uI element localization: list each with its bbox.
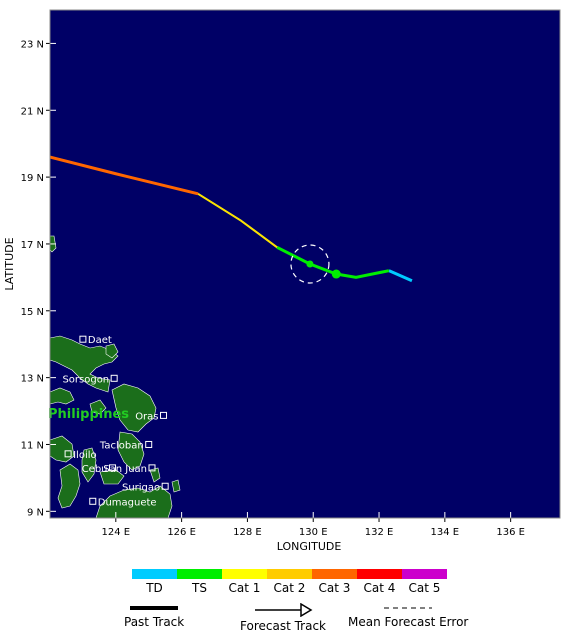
past-track-label: Past Track [124,615,185,629]
mean-error-key: Mean Forecast Error [348,603,468,629]
forecast-point [331,269,341,279]
city-marker [161,482,169,490]
scale-label: TS [192,581,207,595]
city-marker [79,335,87,343]
city-label: Sorsogon [62,374,109,385]
lon-tick-label: 136 E [496,527,525,538]
forecast-error-circle [290,244,330,284]
ocean-background [50,10,560,518]
y-axis-title: LATITUDE [3,237,16,290]
map-frame [49,9,561,519]
intensity-scale: TD TS Cat 1 Cat 2 Cat 3 Cat 4 Cat 5 [132,569,447,595]
city-label: San Juan [103,464,147,475]
city-label: Oras [135,411,158,422]
scale-label: Cat 4 [363,581,396,595]
scale-swatch [402,569,447,579]
x-axis-title: LONGITUDE [277,540,342,553]
axis-ticks: 124 E 126 E 128 E 130 E 132 E 134 E 136 E 9 N 11… [21,39,525,538]
legend: TD TS Cat 1 Cat 2 Cat 3 Cat 4 Cat 5 Past Track… [0,565,580,639]
lat-tick-label: 9 N [27,507,44,518]
forecast-track-label: Forecast Track [240,619,326,633]
city-label: Iloilo [73,450,97,461]
scale-item-cat-1: Cat 1 [222,569,267,595]
storm-track [49,155,413,284]
city-label: Dumaguete [98,497,157,508]
city-marker [148,464,156,472]
scale-label: Cat 5 [408,581,441,595]
past-track-key: Past Track [124,603,184,629]
city-label: Surigao [122,482,160,493]
city-label: Tacloban [99,440,144,451]
track-segment-cat-3 [49,155,199,196]
scale-item-cat-2: Cat 2 [267,569,312,595]
scale-label: Cat 3 [318,581,351,595]
lon-tick-label: 126 E [167,527,196,538]
track-segment-td [388,269,413,283]
country-label: Philippines [48,407,129,422]
lon-tick-label: 132 E [365,527,394,538]
city-label: Cebu [82,464,108,475]
city-marker [160,411,168,419]
lat-tick-label: 13 N [21,374,44,385]
land-masses [49,235,181,519]
lon-tick-label: 128 E [233,527,262,538]
city-marker [110,374,118,382]
lon-tick-label: 130 E [299,527,328,538]
scale-label: Cat 2 [273,581,306,595]
scale-label: Cat 1 [228,581,261,595]
dashed-line-icon [384,607,433,609]
scale-swatch [312,569,357,579]
lat-tick-label: 15 N [21,307,44,318]
past-track-line-icon [130,606,179,610]
track-segment-cat-2 [197,193,278,248]
scale-swatch [357,569,402,579]
lat-tick-label: 21 N [21,106,44,117]
lat-tick-label: 11 N [21,440,44,451]
scale-item-cat-3: Cat 3 [312,569,357,595]
lat-tick-label: 23 N [21,39,44,50]
lon-tick-label: 134 E [431,527,460,538]
city-label: Daet [88,335,112,346]
scale-item-td: TD [132,569,177,595]
lat-tick-label: 19 N [21,173,44,184]
scale-swatch [222,569,267,579]
city-marker [109,464,117,472]
scale-item-cat-4: Cat 4 [357,569,402,595]
mean-error-label: Mean Forecast Error [348,615,469,629]
scale-swatch [267,569,312,579]
forecast-arrow-icon [255,603,313,617]
scale-swatch [132,569,177,579]
storm-track-map: 124 E 126 E 128 E 130 E 132 E 134 E 136 E 9 N 11… [3,9,561,553]
lon-tick-label: 124 E [102,527,131,538]
scale-swatch [177,569,222,579]
current-position-dot [306,260,314,268]
forecast-track-key: Forecast Track [240,603,326,633]
city-marker [145,440,153,448]
scale-item-cat-5: Cat 5 [402,569,447,595]
scale-item-ts: TS [177,569,222,595]
city-marker [89,497,97,505]
lat-tick-label: 17 N [21,240,44,251]
scale-label: TD [146,581,163,595]
city-marker [64,450,72,458]
